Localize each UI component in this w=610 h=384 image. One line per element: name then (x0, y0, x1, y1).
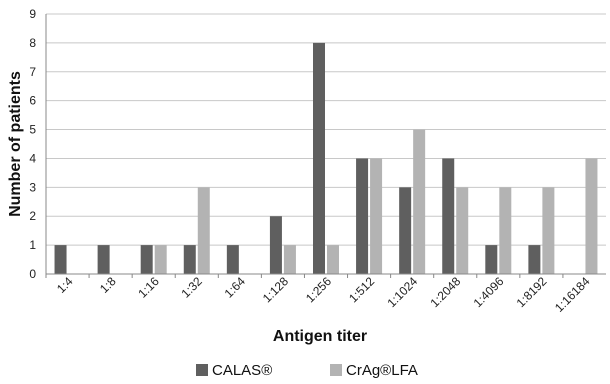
bar-crag-lfa (327, 245, 339, 274)
bar-crag-lfa (413, 129, 426, 274)
x-tick-label: 1:16184 (552, 274, 593, 315)
bar-crag-lfa (283, 245, 296, 274)
bar-calas (54, 245, 67, 274)
bar-crag-lfa (154, 245, 167, 274)
axes (45, 14, 606, 278)
bar-calas (313, 42, 325, 275)
y-tick-label: 7 (29, 65, 36, 79)
bar-calas (183, 245, 196, 274)
x-tick-label: 1:256 (303, 274, 334, 305)
bar-calas (485, 245, 498, 274)
y-tick-label: 3 (29, 180, 36, 194)
y-tick-label: 8 (29, 36, 36, 50)
y-axis-title: Number of patients (7, 71, 24, 217)
legend-swatch (330, 364, 342, 376)
x-axis-title: Antigen titer (273, 328, 367, 345)
x-tick-label: 1:32 (178, 274, 205, 301)
x-tick-label: 1:64 (222, 274, 249, 301)
x-tick-label: 1:1024 (384, 274, 420, 310)
bar-calas (528, 245, 541, 274)
x-tick-label: 1:2048 (427, 274, 463, 310)
bar-calas (269, 216, 282, 274)
y-tick-label: 5 (29, 123, 36, 137)
bar-calas (226, 245, 239, 274)
bar-crag-lfa (499, 187, 512, 274)
bar-crag-lfa (542, 187, 555, 274)
y-tick-label: 0 (29, 267, 36, 281)
legend: CALAS® CrAg®LFA (196, 362, 418, 379)
legend-label: CrAg®LFA (346, 362, 418, 379)
x-tick-label: 1:16 (135, 274, 162, 301)
bars (54, 42, 598, 275)
y-tick-label: 6 (29, 94, 36, 108)
bar-crag-lfa (370, 158, 383, 274)
legend-label: CALAS® (212, 362, 272, 379)
y-tick-label: 1 (29, 238, 36, 252)
bar-crag-lfa (456, 187, 469, 274)
bar-calas (97, 245, 110, 274)
bar-calas (356, 158, 369, 274)
legend-swatch (196, 364, 208, 376)
x-tick-label: 1:512 (346, 274, 377, 305)
bar-crag-lfa (585, 158, 598, 274)
x-tick-labels: 1:4 1:8 1:16 1:32 1:64 1:128 1:256 1:512 1:1024 1… (54, 274, 593, 315)
y-tick-label: 9 (29, 7, 36, 21)
gridlines (46, 13, 606, 275)
y-tick-labels: 0 1 2 3 4 5 6 7 8 9 (29, 7, 36, 281)
bar-calas (399, 187, 412, 274)
x-tick-label: 1:8192 (514, 274, 550, 310)
x-tick-label: 1:4 (54, 274, 76, 296)
bar-calas (140, 245, 153, 274)
y-tick-label: 4 (29, 151, 36, 165)
x-tick-label: 1:8 (97, 274, 119, 296)
x-tick-label: 1:128 (260, 274, 291, 305)
x-tick-label: 1:4096 (471, 274, 507, 310)
bar-crag-lfa (197, 187, 210, 274)
y-tick-label: 2 (29, 209, 36, 223)
bar-calas (442, 158, 455, 274)
